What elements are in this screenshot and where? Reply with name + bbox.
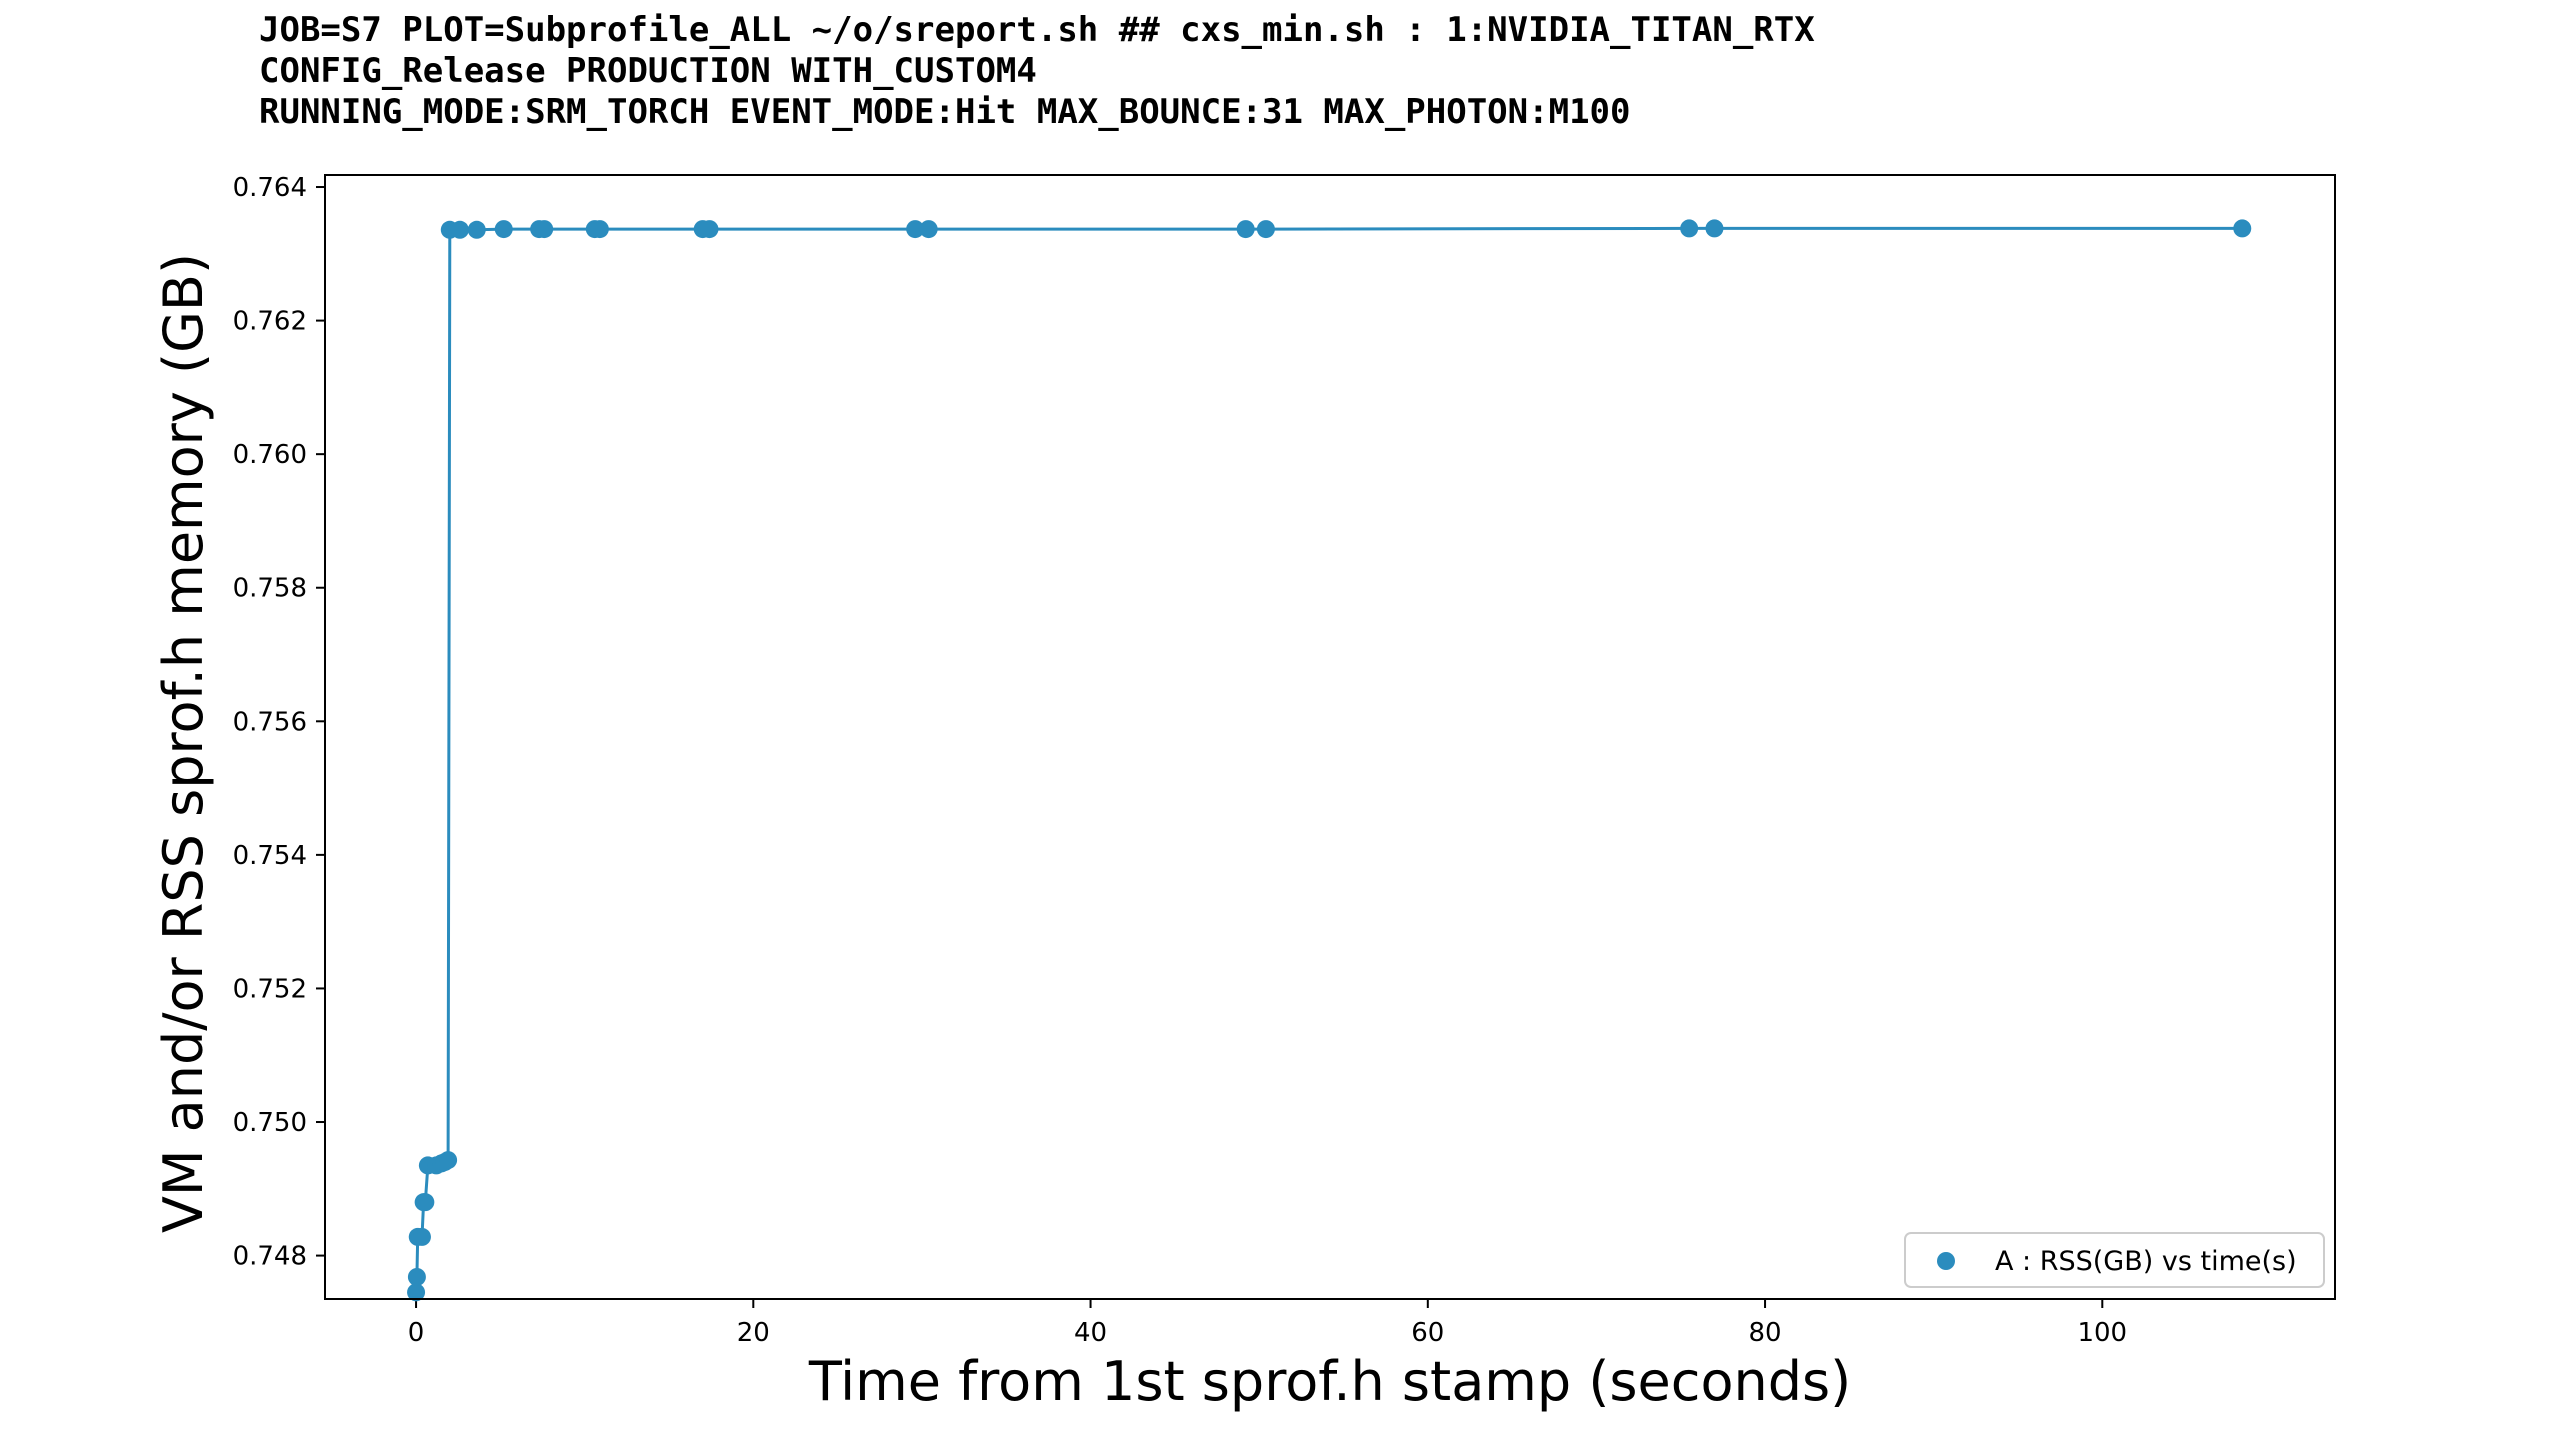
y-tick-label: 0.748 [233, 1242, 307, 1272]
y-tick-label: 0.750 [233, 1108, 307, 1138]
series-points [407, 219, 2252, 1302]
data-point [919, 220, 938, 239]
y-tick-label: 0.756 [233, 707, 307, 737]
y-axis-ticks: 0.748 0.750 0.752 0.754 0.756 0.758 0.760 0.762… [233, 173, 325, 1272]
data-point [2233, 219, 2252, 238]
data-point [407, 1267, 426, 1286]
data-point [906, 220, 925, 239]
data-point [416, 1193, 435, 1212]
y-tick-label: 0.752 [233, 974, 307, 1004]
legend-label: A : RSS(GB) vs time(s) [1995, 1246, 2297, 1277]
data-point [1680, 219, 1699, 238]
data-point [467, 220, 486, 239]
y-tick-label: 0.758 [233, 574, 307, 604]
legend: A : RSS(GB) vs time(s) [1904, 1232, 2325, 1288]
x-tick-label: 0 [408, 1318, 425, 1348]
y-tick-label: 0.762 [233, 307, 307, 337]
data-point [1236, 220, 1255, 239]
x-axis-label: Time from 1st sprof.h stamp (seconds) [808, 1350, 1851, 1413]
x-tick-label: 80 [1749, 1318, 1782, 1348]
data-point [450, 220, 469, 239]
data-point [407, 1283, 426, 1302]
data-point [1256, 220, 1275, 239]
plot-area-frame [324, 174, 2336, 1300]
x-tick-label: 20 [737, 1318, 770, 1348]
data-point [1705, 219, 1724, 238]
plot-data [407, 219, 2252, 1302]
data-point [590, 220, 609, 239]
data-point [494, 220, 513, 239]
x-tick-label: 100 [2077, 1318, 2127, 1348]
chart-title: JOB=S7 PLOT=Subprofile_ALL ~/o/sreport.s… [259, 10, 1815, 132]
data-point [700, 220, 719, 239]
title-line-2: CONFIG_Release PRODUCTION WITH_CUSTOM4 [259, 51, 1037, 91]
y-tick-label: 0.754 [233, 841, 307, 871]
y-tick-label: 0.764 [233, 173, 307, 203]
x-tick-label: 40 [1074, 1318, 1107, 1348]
legend-marker [1937, 1252, 1955, 1270]
data-point [535, 220, 554, 239]
x-axis-ticks: 0 20 40 60 80 100 [408, 1299, 2127, 1348]
y-tick-label: 0.760 [233, 440, 307, 470]
data-point [439, 1151, 458, 1170]
x-tick-label: 60 [1411, 1318, 1444, 1348]
y-axis-label: VM and/or RSS sprof.h memory (GB) [152, 253, 215, 1233]
legend-box [1904, 1232, 2325, 1288]
title-line-1: JOB=S7 PLOT=Subprofile_ALL ~/o/sreport.s… [259, 10, 1815, 50]
data-point [412, 1227, 431, 1246]
title-line-3: RUNNING_MODE:SRM_TORCH EVENT_MODE:Hit MA… [259, 92, 1630, 132]
